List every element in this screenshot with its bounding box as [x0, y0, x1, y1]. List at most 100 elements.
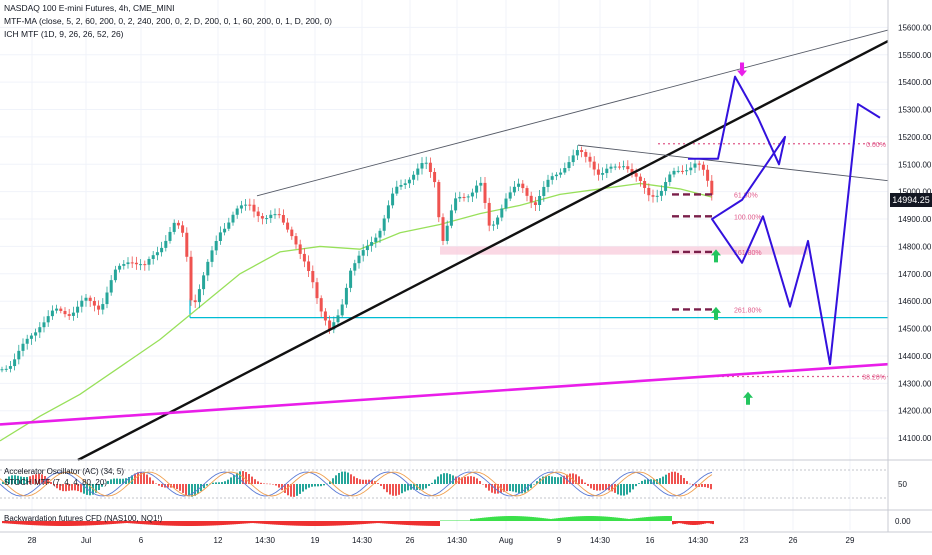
candle-body	[298, 244, 302, 254]
candle-body	[113, 269, 117, 281]
backwardation-bar	[682, 521, 684, 524]
backwardation-bar	[312, 521, 314, 526]
y-tick-label: 14500.00	[898, 325, 932, 334]
backwardation-bar	[626, 518, 628, 521]
ma-legend[interactable]: MTF-MA (close, 5, 2, 60, 200, 0, 2, 240,…	[4, 16, 332, 26]
upper-wedge-trendline	[256, 29, 889, 197]
candle-body	[286, 222, 290, 230]
fib-extension-label: 100.00%	[734, 214, 762, 221]
ac-legend[interactable]: Accelerator Oscillator (AC) (34, 5)	[4, 467, 125, 476]
backwardation-bar	[222, 521, 224, 526]
backwardation-bar	[300, 521, 302, 526]
backwardation-bar	[318, 521, 320, 526]
oscillator-bar	[671, 471, 673, 484]
candle-body	[67, 314, 71, 316]
oscillator-bar	[380, 484, 382, 486]
candle-body	[118, 265, 122, 270]
candle-body	[210, 250, 214, 262]
oscillator-bar	[371, 480, 373, 484]
backwardation-bar	[488, 517, 490, 521]
trend-layer	[0, 29, 889, 462]
backwardation-bar	[156, 521, 158, 526]
oscillator-bar	[314, 484, 316, 487]
oscillator-bar	[80, 484, 82, 493]
backwardation-bar	[462, 520, 464, 521]
candle-body	[441, 217, 445, 241]
backwardation-bar	[194, 521, 196, 526]
oscillator-bar	[629, 484, 631, 493]
backwardation-bar	[252, 521, 254, 524]
oscillator-bar	[98, 484, 100, 491]
backwardation-bar	[330, 521, 332, 526]
backwardation-bar	[88, 521, 90, 526]
candle-body	[248, 204, 252, 206]
backwardation-bar	[92, 521, 94, 526]
candle-body	[428, 162, 432, 172]
backwardation-bar	[266, 521, 268, 525]
candle-body	[340, 304, 344, 316]
backwardation-bar	[174, 521, 176, 526]
backwardation-bar	[356, 521, 358, 525]
backwardation-bar	[430, 521, 432, 526]
oscillator-bar	[647, 479, 649, 484]
backwardation-bar	[210, 521, 212, 526]
oscillator-bar	[119, 478, 121, 484]
backwardation-bar	[414, 521, 416, 526]
x-tick-label: 12	[214, 536, 223, 545]
stoch-legend[interactable]: STOCH MTF (7, 4, 4, 80, 20)	[4, 478, 107, 487]
backwardation-bar	[710, 521, 712, 524]
backwardation-bar	[34, 521, 36, 526]
backwardation-bar	[178, 521, 180, 526]
backwardation-bar	[582, 516, 584, 521]
backwardation-bar	[544, 518, 546, 521]
backwardation-bar	[524, 516, 526, 521]
candle-body	[38, 327, 42, 333]
backwardation-bar	[696, 521, 698, 525]
chart-title[interactable]: NASDAQ 100 E-mini Futures, 4h, CME_MINI	[4, 3, 175, 13]
backwardation-bar	[368, 521, 370, 524]
oscillator-bar	[350, 474, 352, 484]
candle-body	[563, 168, 567, 173]
backwardation-bar	[60, 521, 62, 526]
oscillator-bar	[296, 484, 298, 496]
backwardation-bar	[674, 521, 676, 524]
backwardation-bar	[492, 516, 494, 521]
candle-body	[647, 187, 651, 196]
candle-body	[168, 231, 172, 241]
oscillator-bar	[452, 475, 454, 484]
backwardation-bar	[452, 520, 454, 521]
x-tick-label: 28	[28, 536, 37, 545]
candle-body	[328, 320, 332, 330]
candle-body	[630, 169, 634, 174]
candle-body	[685, 170, 689, 172]
x-tick-label: Jul	[81, 536, 91, 545]
backwardation-bar	[102, 521, 104, 525]
backwardation-bar	[82, 521, 84, 526]
candle-body	[235, 208, 239, 215]
candle-body	[353, 263, 357, 271]
wave-layer	[688, 75, 881, 366]
backwardation-bar	[560, 517, 562, 521]
backwardation-bar	[642, 517, 644, 521]
backwardation-bar	[148, 521, 150, 525]
oscillator-bar	[545, 475, 547, 484]
backwardation-bar	[208, 521, 210, 526]
backwardation-bar	[240, 521, 242, 524]
backwardation-bar	[8, 521, 10, 524]
candle-body	[97, 305, 101, 310]
backwardation-bar	[392, 521, 394, 525]
backwardation-bar	[620, 518, 622, 521]
oscillator-bar	[422, 484, 424, 490]
backwardation-bar	[100, 521, 102, 525]
backwardation-bar	[284, 521, 286, 526]
ichimoku-legend[interactable]: ICH MTF (1D, 9, 26, 26, 52, 26)	[4, 29, 124, 39]
oscillator-bar	[401, 484, 403, 494]
candle-body	[197, 289, 201, 303]
backwardation-bar	[52, 521, 54, 526]
oscillator-bar	[689, 483, 691, 485]
backwardation-legend[interactable]: Backwardation futures CFD (NAS100, NQ1!)	[4, 514, 163, 523]
oscillator-bar	[635, 484, 637, 487]
backwardation-bar	[212, 521, 214, 526]
oscillator-bar	[185, 484, 187, 495]
